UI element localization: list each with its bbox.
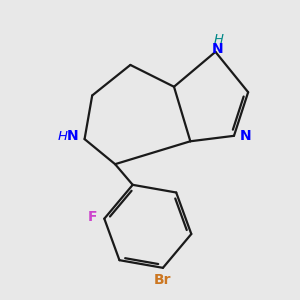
Text: H: H xyxy=(214,33,224,46)
Text: N: N xyxy=(211,42,223,56)
Text: F: F xyxy=(88,210,98,224)
Text: H: H xyxy=(57,130,67,143)
Text: N: N xyxy=(240,129,251,143)
Text: N: N xyxy=(66,130,78,143)
Text: Br: Br xyxy=(154,273,172,287)
